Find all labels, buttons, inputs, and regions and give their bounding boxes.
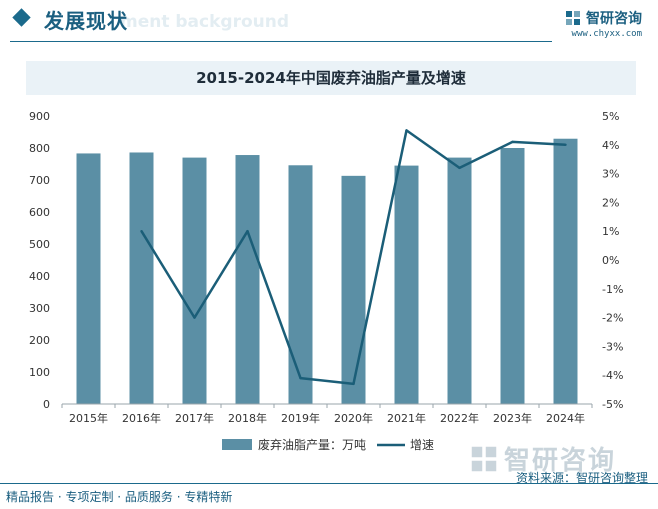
x-tick-label: 2019年: [281, 411, 320, 425]
growth-point-2016年: [140, 230, 143, 233]
x-tick-label: 2020年: [334, 411, 373, 425]
bar-2016年: [129, 152, 154, 404]
y-right-tick-label: -1%: [602, 283, 623, 296]
watermark-logo-icon: [471, 446, 497, 471]
y-right-tick-label: -3%: [602, 340, 623, 353]
y-left-tick-label: 0: [43, 398, 50, 411]
x-tick-label: 2024年: [546, 411, 585, 425]
growth-point-2017年: [193, 316, 196, 319]
section-watermark: ment background: [120, 12, 290, 32]
y-left-tick-label: 600: [29, 206, 50, 219]
watermark-text: 智研咨询: [504, 446, 617, 476]
brand-logo-icon: [566, 11, 580, 25]
y-right-tick-label: 5%: [602, 110, 619, 123]
x-tick-label: 2017年: [175, 411, 214, 425]
legend: 废弃油脂产量：万吨 增速: [222, 437, 434, 452]
y-left-tick-label: 200: [29, 334, 50, 347]
source-note: 资料来源：智研咨询整理: [515, 471, 648, 485]
x-tick-label: 2021年: [387, 411, 426, 425]
bar-2023年: [500, 148, 525, 404]
brand: 智研咨询 www.chyxx.com: [565, 8, 642, 39]
bar-2019年: [288, 165, 313, 404]
y-right-tick-label: -4%: [602, 369, 623, 382]
legend-line-label: 增速: [410, 438, 434, 452]
bottom-bar: 精品报告 · 专项定制 · 品质服务 · 专精特新: [0, 483, 658, 509]
growth-point-2022年: [458, 166, 461, 170]
y-left-tick-label: 800: [29, 142, 50, 155]
header: ment background 发展现状 智研咨询 www.chyxx.com: [0, 0, 658, 44]
y-right-tick-label: 3%: [602, 168, 619, 181]
x-tick-label: 2022年: [440, 411, 479, 425]
y-left-tick-label: 500: [29, 238, 50, 251]
y-right-tick-label: 4%: [602, 139, 619, 152]
y-right-tick-label: -2%: [602, 312, 623, 325]
legend-bar-swatch: [222, 439, 252, 450]
axes: 2015年 2016年 2017年 2018年 2019年 2020年 2021年 2022年…: [29, 110, 623, 425]
growth-point-2021年: [405, 129, 408, 132]
y-left-tick-label: 300: [29, 302, 50, 315]
y-left-tick-label: 400: [29, 270, 50, 283]
section-title: 发展现状: [44, 9, 128, 33]
bar-series: [76, 138, 578, 404]
growth-point-2024年: [564, 143, 567, 146]
chart-title: 2015-2024年中国废弃油脂产量及增速: [196, 69, 466, 87]
y-right-tick-label: 2%: [602, 196, 619, 209]
bar-2022年: [447, 157, 472, 404]
y-left-tick-label: 700: [29, 174, 50, 187]
brand-name: 智研咨询: [586, 11, 642, 27]
x-tick-label: 2016年: [122, 411, 161, 425]
bottom-divider: [0, 483, 658, 484]
bar-2024年: [553, 138, 578, 404]
x-tick-label: 2015年: [69, 411, 108, 425]
slogan: 精品报告 · 专项定制 · 品质服务 · 专精特新: [6, 490, 233, 504]
chart-title-band: 2015-2024年中国废弃油脂产量及增速: [26, 61, 636, 95]
growth-point-2018年: [246, 230, 249, 233]
y-right-tick-label: 0%: [602, 254, 619, 267]
y-left-tick-label: 100: [29, 366, 50, 379]
bar-2020年: [341, 175, 366, 404]
y-right-tick-label: -5%: [602, 398, 623, 411]
bar-2021年: [394, 165, 419, 404]
y-left-tick-label: 900: [29, 110, 50, 123]
y-right-tick-label: 1%: [602, 225, 619, 238]
x-tick-label: 2018年: [228, 411, 267, 425]
growth-point-2020年: [352, 382, 355, 386]
footer-watermark: 智研咨询: [470, 440, 616, 477]
x-tick-label: 2023年: [493, 411, 532, 425]
bar-2017年: [182, 157, 207, 404]
line-series: [140, 129, 567, 386]
growth-point-2019年: [299, 376, 302, 380]
bar-2015年: [76, 153, 101, 404]
bar-2018年: [235, 155, 260, 404]
brand-url: www.chyxx.com: [571, 29, 642, 39]
growth-point-2023年: [511, 140, 514, 144]
legend-bar-label: 废弃油脂产量：万吨: [258, 437, 366, 452]
header-divider: [10, 41, 552, 42]
